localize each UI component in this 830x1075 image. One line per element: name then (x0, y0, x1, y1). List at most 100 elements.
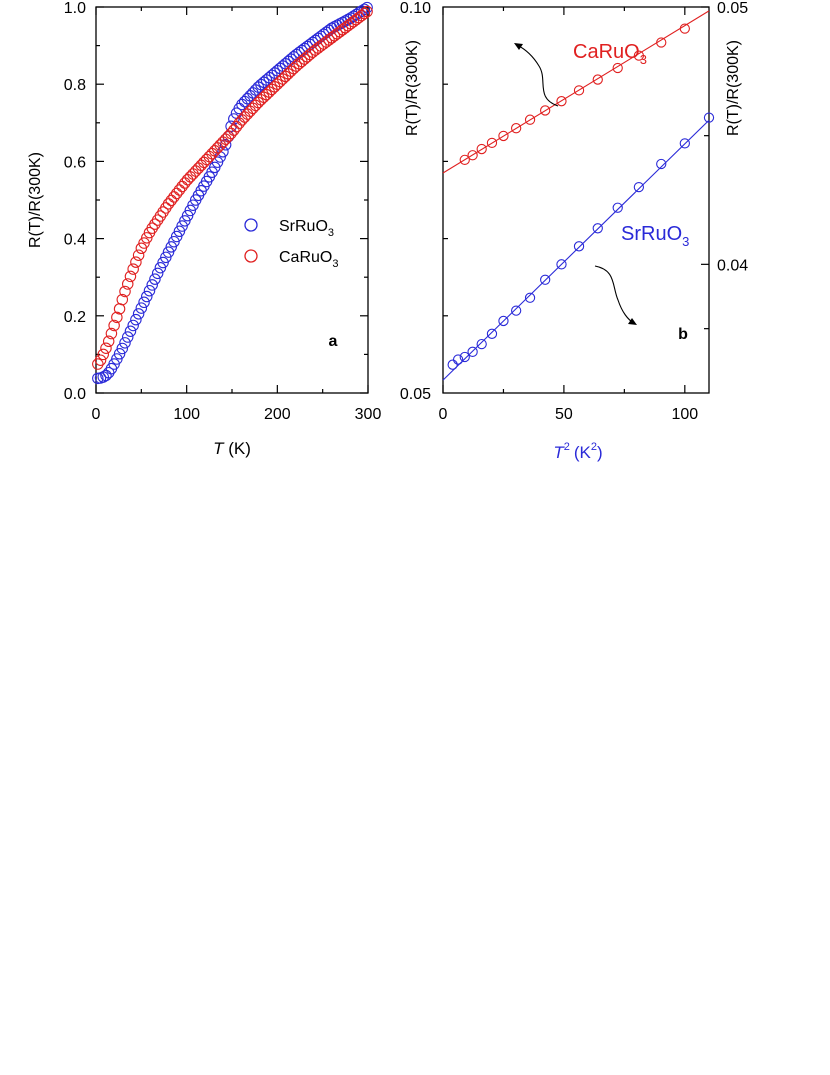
legend-marker-caruo3 (244, 249, 258, 263)
point-srruo3 (181, 209, 194, 222)
point-srruo3 (160, 251, 172, 264)
point-srruo3-t2 (511, 305, 522, 316)
panel-a-label: a (329, 333, 338, 350)
point-srruo3 (141, 290, 153, 303)
point-caruo3 (168, 191, 180, 203)
series-srruo3-t2 (447, 112, 715, 370)
point-srruo3 (130, 313, 142, 326)
point-caruo3 (124, 270, 137, 283)
point-srruo3-t2 (498, 315, 509, 327)
point-srruo3 (184, 204, 197, 217)
point-caruo3 (97, 348, 110, 361)
point-srruo3-t2 (556, 259, 567, 270)
legend-label-caruo3: CaRuO3 (279, 249, 338, 270)
point-caruo3 (238, 111, 251, 123)
point-caruo3 (170, 187, 183, 200)
point-srruo3-t2 (447, 359, 458, 370)
panel-a-y-tick-label: 0.4 (64, 232, 86, 249)
point-srruo3-t2 (612, 202, 623, 213)
panel-a-x-tick-label: 300 (355, 406, 382, 423)
point-caruo3 (108, 319, 120, 332)
point-caruo3-t2 (612, 62, 623, 74)
point-caruo3 (249, 99, 262, 112)
point-caruo3 (181, 173, 194, 186)
point-caruo3-t2 (459, 154, 470, 166)
figure: 0 100 200 300 0.0 0.2 0.4 0.6 0.8 1.0 R(T)/R(300… (0, 0, 830, 480)
panel-a-legend: SrRuO3 CaRuO3 (244, 218, 338, 270)
panel-a-x-label: T (K) (213, 439, 251, 458)
panel-a-x-tick-label: 100 (173, 406, 200, 423)
point-srruo3 (124, 325, 137, 337)
point-caruo3 (132, 249, 145, 261)
point-caruo3-t2 (633, 50, 645, 61)
panel-a-y-ticks: 0.0 0.2 0.4 0.6 0.8 1.0 (64, 0, 368, 403)
point-srruo3 (219, 139, 232, 151)
point-caruo3 (100, 342, 112, 354)
panel-b-frame (442, 6, 710, 394)
point-caruo3-t2 (498, 130, 509, 142)
point-caruo3 (198, 156, 210, 169)
point-srruo3 (146, 279, 158, 291)
panel-a-x-tick-label: 0 (92, 406, 101, 423)
point-srruo3-t2 (524, 292, 536, 303)
panel-a-frame (95, 6, 369, 394)
point-caruo3 (247, 102, 259, 115)
point-srruo3-t2 (573, 241, 585, 252)
point-srruo3 (154, 261, 167, 274)
panel-a-x-ticks: 0 100 200 300 (92, 7, 382, 423)
point-caruo3-t2 (467, 150, 478, 161)
point-caruo3 (195, 159, 207, 172)
panel-b: 0 50 100 0.05 0.10 0.04 0.05 R(T)/R(300K) R(… (400, 0, 748, 462)
point-caruo3 (184, 171, 197, 183)
point-caruo3 (241, 108, 254, 120)
point-srruo3 (143, 284, 156, 297)
point-caruo3 (135, 242, 148, 255)
point-srruo3 (162, 246, 175, 258)
panel-a-y-tick-label: 0.2 (64, 309, 86, 326)
panel-a-x-tick-label: 200 (264, 406, 291, 423)
panel-b-arrow-to-right-axis (594, 265, 637, 325)
point-caruo3-t2 (656, 37, 667, 48)
legend-marker-srruo3 (244, 218, 258, 232)
point-srruo3-t2 (452, 354, 464, 365)
point-caruo3 (358, 7, 371, 20)
point-srruo3 (121, 331, 134, 343)
panel-b-arrow-to-left-axis (514, 43, 559, 107)
point-caruo3 (138, 237, 150, 249)
point-srruo3-t2 (540, 274, 551, 285)
panel-b-left-y-ticks: 0.05 0.10 (400, 0, 448, 403)
panel-a-y-label: R(T)/R(300K) (27, 152, 44, 248)
point-caruo3-t2 (486, 137, 498, 149)
point-caruo3-t2 (573, 85, 585, 96)
point-caruo3 (141, 232, 153, 244)
series-caruo3-t2 (459, 23, 690, 166)
point-caruo3 (244, 105, 256, 117)
point-srruo3 (135, 302, 148, 314)
point-srruo3 (358, 3, 371, 16)
point-srruo3-t2 (459, 351, 470, 363)
point-srruo3-t2 (467, 346, 478, 357)
point-srruo3-t2 (592, 223, 603, 234)
point-srruo3 (127, 319, 139, 332)
point-srruo3 (176, 220, 188, 232)
point-srruo3 (168, 235, 180, 248)
point-caruo3 (179, 177, 191, 189)
panel-a-points (92, 1, 373, 385)
panel-b-srruo3-label: SrRuO3 (621, 223, 689, 249)
panel-b-x-label: T2 (K2) (553, 441, 602, 462)
point-srruo3 (165, 241, 178, 253)
point-caruo3 (176, 180, 188, 193)
point-caruo3-t2 (476, 143, 487, 155)
point-srruo3 (173, 225, 186, 238)
point-srruo3-t2 (703, 112, 715, 123)
point-srruo3 (211, 156, 224, 168)
point-caruo3 (130, 256, 142, 268)
point-caruo3 (189, 165, 202, 177)
point-srruo3 (187, 199, 199, 211)
point-caruo3-t2 (540, 105, 551, 116)
point-srruo3-t2 (476, 338, 487, 350)
point-caruo3 (127, 263, 139, 275)
point-caruo3-t2 (524, 114, 536, 125)
series-srruo3 (92, 1, 373, 385)
panel-b-caruo3-label: CaRuO3 (573, 41, 647, 67)
